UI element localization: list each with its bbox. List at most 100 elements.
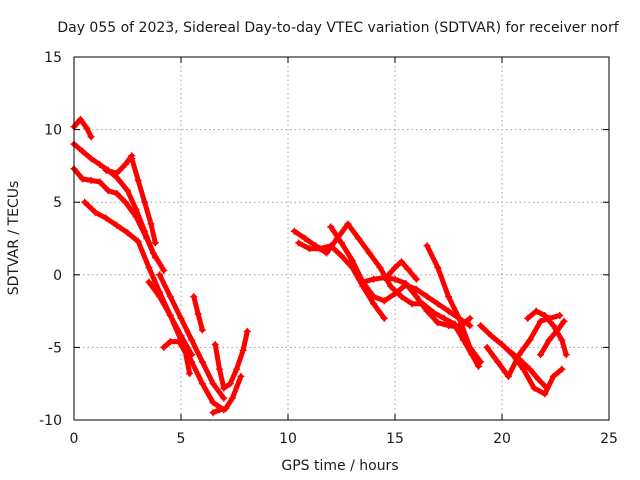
series-sat-k — [211, 327, 251, 392]
data-point — [385, 271, 393, 279]
plot-frame — [73, 56, 610, 421]
chart-title: Day 055 of 2023, Sidereal Day-to-day VTE… — [57, 20, 619, 36]
data-point — [440, 314, 448, 322]
data-point — [87, 133, 95, 141]
data-point — [423, 307, 431, 315]
data-point — [554, 326, 562, 334]
data-point — [537, 351, 545, 359]
series-trace — [71, 166, 158, 260]
series-sat-h — [156, 271, 228, 402]
data-point — [160, 343, 168, 351]
data-point — [532, 307, 540, 315]
data-point — [121, 198, 129, 206]
data-point — [198, 358, 206, 366]
data-point — [397, 258, 405, 266]
data-point — [338, 252, 345, 260]
data-point — [113, 169, 121, 177]
data-point — [233, 365, 241, 373]
data-point — [526, 336, 534, 344]
data-point — [113, 221, 121, 229]
data-point — [316, 245, 324, 253]
series-sat-l — [209, 372, 245, 417]
data-point — [134, 176, 142, 184]
data-point — [494, 358, 502, 366]
data-point — [402, 280, 410, 288]
data-point — [391, 290, 399, 298]
data-point — [445, 322, 452, 330]
data-point — [558, 365, 566, 373]
data-point — [102, 166, 110, 174]
data-point — [468, 351, 476, 359]
data-point — [166, 338, 174, 346]
data-point — [124, 229, 131, 237]
data-point — [151, 239, 159, 247]
y-tick-label: 5 — [53, 195, 62, 211]
data-point — [526, 365, 534, 373]
y-tick-label: 15 — [44, 50, 62, 66]
data-point — [194, 310, 202, 318]
data-point — [455, 314, 463, 322]
data-point — [220, 394, 228, 402]
x-tick-label: 20 — [493, 431, 511, 447]
data-point — [483, 343, 491, 351]
y-axis-label: SDTVAR / TECUs — [6, 181, 22, 296]
series-trace — [328, 224, 473, 329]
data-point — [186, 370, 194, 378]
data-point — [209, 380, 217, 388]
y-tick-label: -5 — [48, 340, 62, 356]
data-point — [198, 380, 206, 388]
data-point — [209, 399, 217, 407]
data-point — [541, 311, 549, 319]
data-point — [113, 189, 121, 197]
data-point — [408, 300, 416, 308]
series-sat-q — [385, 258, 420, 283]
data-point — [301, 235, 309, 242]
series-sat-s — [451, 322, 482, 370]
data-point — [556, 311, 564, 319]
y-tick-label: -10 — [39, 413, 62, 429]
series-sat-w — [524, 307, 570, 359]
data-point — [530, 384, 538, 392]
data-point — [504, 346, 512, 354]
x-tick-label: 10 — [279, 431, 297, 447]
series-sat-v — [504, 346, 551, 392]
data-point — [397, 293, 405, 301]
data-point — [365, 249, 373, 257]
data-point — [380, 274, 388, 282]
data-point — [147, 220, 155, 228]
series-trace — [71, 116, 94, 140]
data-point — [124, 187, 131, 195]
x-tick-label: 25 — [600, 431, 618, 447]
data-point — [151, 253, 159, 261]
grid — [74, 57, 609, 420]
data-point — [295, 239, 303, 247]
y-tick-label: 10 — [44, 123, 62, 139]
data-point — [222, 404, 230, 412]
data-point — [537, 317, 545, 325]
data-point — [327, 242, 335, 250]
data-point — [209, 409, 217, 417]
data-point — [412, 275, 420, 283]
x-tick-label: 5 — [177, 431, 186, 447]
data-point — [121, 160, 129, 168]
data-point — [474, 362, 482, 370]
data-point — [370, 275, 378, 283]
data-point — [355, 235, 363, 242]
series-trace — [103, 153, 135, 176]
data-point — [549, 322, 557, 330]
data-point — [524, 314, 532, 322]
data-point — [145, 264, 153, 272]
data-point — [76, 115, 84, 123]
data-point — [498, 340, 506, 348]
data-point — [198, 326, 206, 334]
axis-ticks: 0 5 10 15 20 25 -10 -5 0 5 10 15 — [39, 50, 618, 447]
data-point — [228, 394, 236, 402]
data-point — [423, 242, 431, 250]
data-point — [434, 300, 442, 308]
data-point — [243, 327, 251, 335]
data-point — [220, 384, 228, 392]
data-point — [515, 355, 523, 363]
data-point — [132, 213, 140, 221]
data-point — [543, 384, 551, 392]
